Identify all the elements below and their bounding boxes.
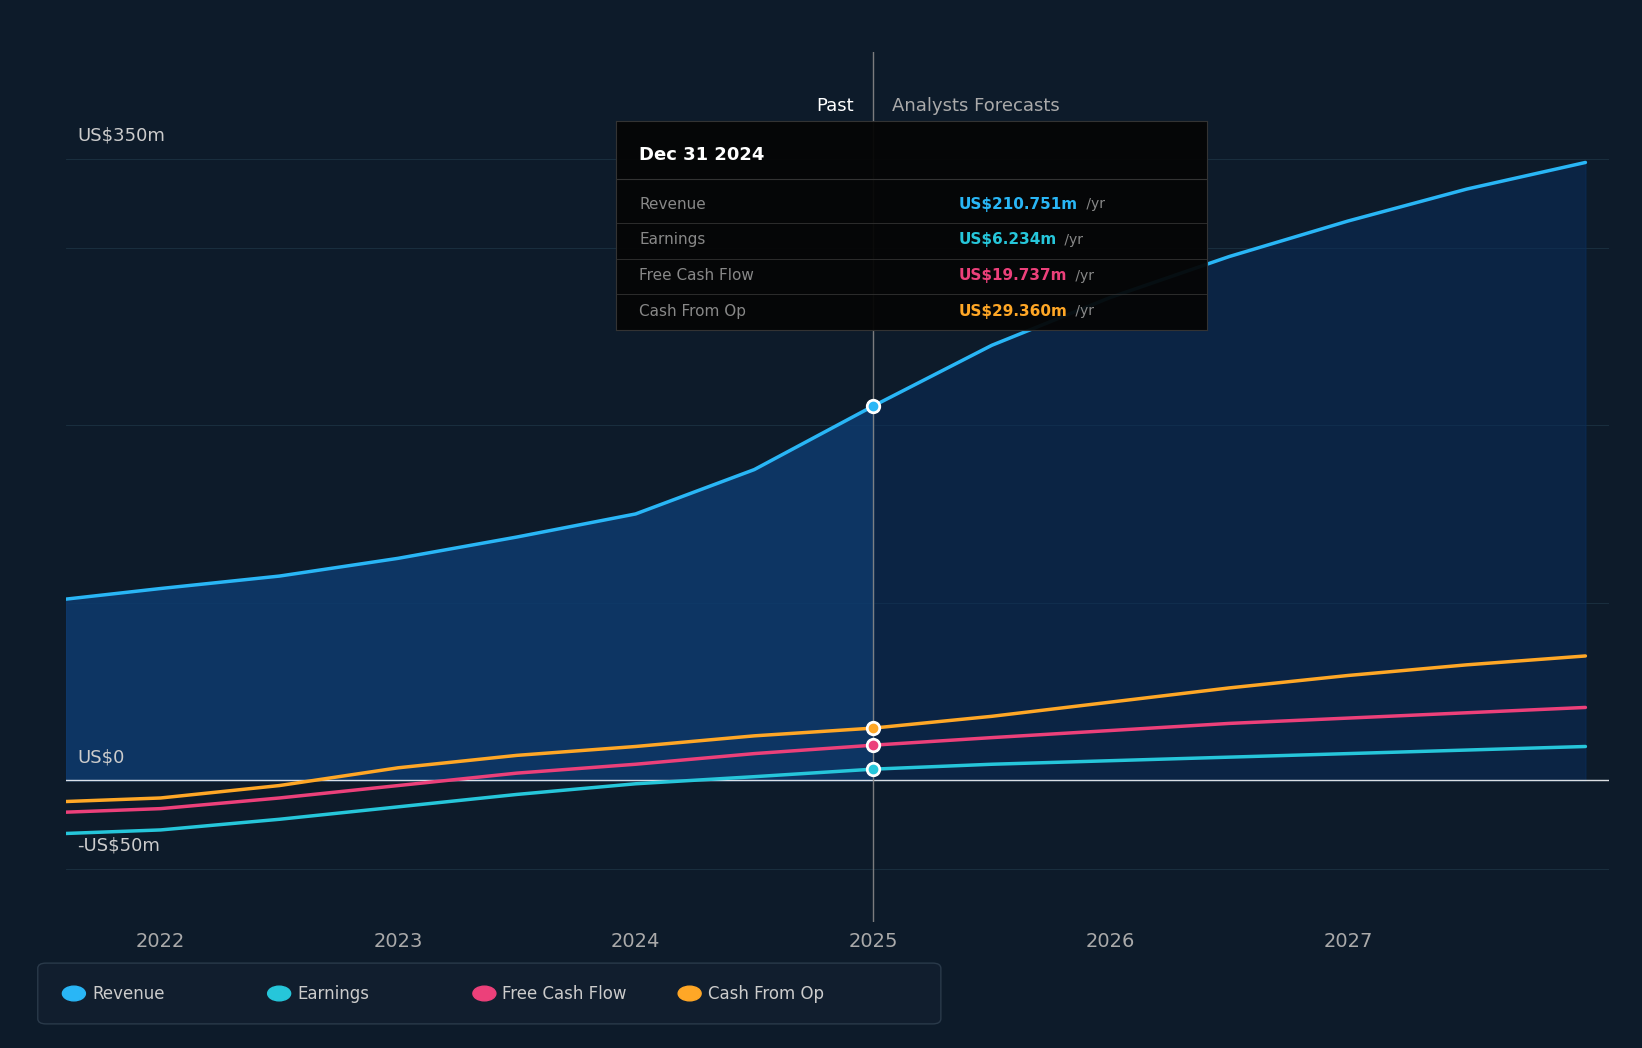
Text: Free Cash Flow: Free Cash Flow	[502, 984, 627, 1003]
Text: US$6.234m: US$6.234m	[959, 233, 1057, 247]
Text: US$29.360m: US$29.360m	[959, 304, 1067, 319]
Text: Earnings: Earnings	[639, 233, 706, 247]
Text: Dec 31 2024: Dec 31 2024	[639, 146, 765, 163]
Text: US$350m: US$350m	[77, 127, 166, 145]
Text: Free Cash Flow: Free Cash Flow	[639, 268, 754, 283]
Text: Cash From Op: Cash From Op	[639, 304, 747, 319]
Text: Cash From Op: Cash From Op	[708, 984, 824, 1003]
Text: Analysts Forecasts: Analysts Forecasts	[892, 96, 1059, 115]
Text: US$19.737m: US$19.737m	[959, 268, 1067, 283]
Text: US$0: US$0	[77, 748, 125, 766]
Text: Revenue: Revenue	[92, 984, 164, 1003]
Text: US$210.751m: US$210.751m	[959, 197, 1077, 212]
Text: Past: Past	[816, 96, 854, 115]
Text: Revenue: Revenue	[639, 197, 706, 212]
Text: /yr: /yr	[1082, 197, 1105, 212]
Text: /yr: /yr	[1071, 268, 1094, 283]
Text: -US$50m: -US$50m	[77, 836, 161, 855]
Text: Earnings: Earnings	[297, 984, 369, 1003]
Text: /yr: /yr	[1071, 304, 1094, 319]
Text: /yr: /yr	[1059, 233, 1082, 247]
